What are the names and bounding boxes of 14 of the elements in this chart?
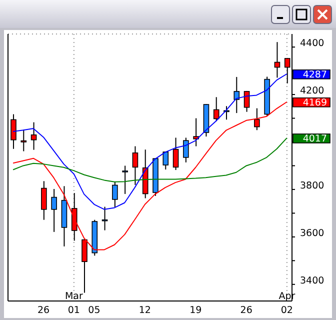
- x-tick-label: 05: [88, 305, 100, 316]
- data-label: 4169: [302, 97, 327, 108]
- y-tick-label: 4200: [300, 86, 324, 97]
- y-tick-label: 4400: [300, 38, 324, 50]
- y-tick-label: 3400: [300, 275, 324, 286]
- data-label: 4287: [302, 69, 327, 80]
- data-label: 4017: [302, 133, 327, 144]
- x-tick-label: 26: [37, 305, 50, 316]
- x-tick-label: Mar 01: [64, 291, 83, 316]
- y-tick-label: 3800: [300, 180, 324, 192]
- x-tick-label: 26: [240, 305, 252, 316]
- x-tick-label: 12: [138, 305, 151, 316]
- y-tick-label: 3600: [300, 228, 324, 239]
- x-tick-label: 19: [190, 305, 202, 316]
